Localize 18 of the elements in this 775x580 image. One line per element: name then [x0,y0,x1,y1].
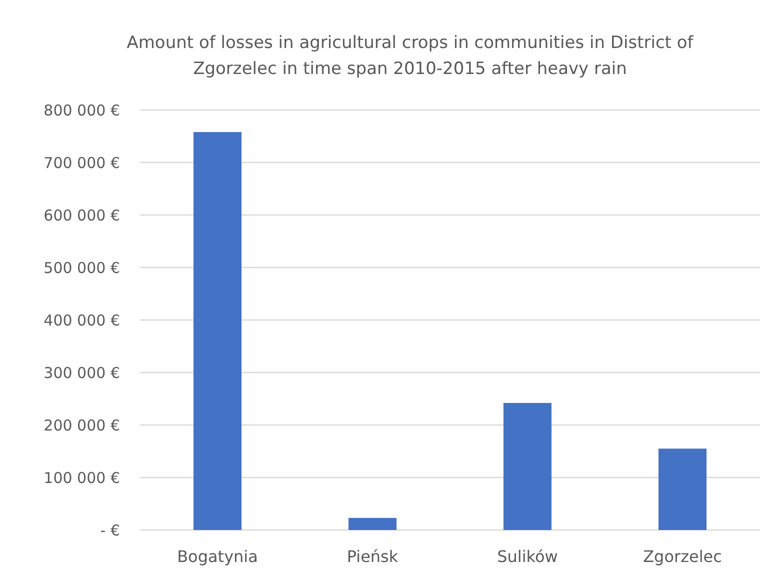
y-tick-label: 800 000 € [44,101,120,120]
y-tick-label: - € [100,521,120,540]
y-tick-label: 200 000 € [44,416,120,434]
x-tick-label: Pieńsk [346,547,399,566]
x-tick-label: Bogatynia [177,547,258,566]
y-tick-label: 600 000 € [44,206,120,224]
y-tick-label: 400 000 € [44,311,120,330]
y-tick-label: 700 000 € [44,154,120,172]
bar [503,402,552,530]
bar [193,132,242,530]
bar [658,448,707,530]
bar [348,518,397,530]
y-tick-label: 300 000 € [44,364,120,382]
x-tick-label: Zgorzelec [643,547,722,566]
y-tick-label: 500 000 € [44,258,120,277]
x-tick-label: Sulików [497,547,558,566]
y-tick-label: 100 000 € [44,468,120,487]
chart-title: Amount of losses in agricultural crops in communities in District of Zgorzelec in time span 2010-2015 after heavy rain [126,33,694,79]
